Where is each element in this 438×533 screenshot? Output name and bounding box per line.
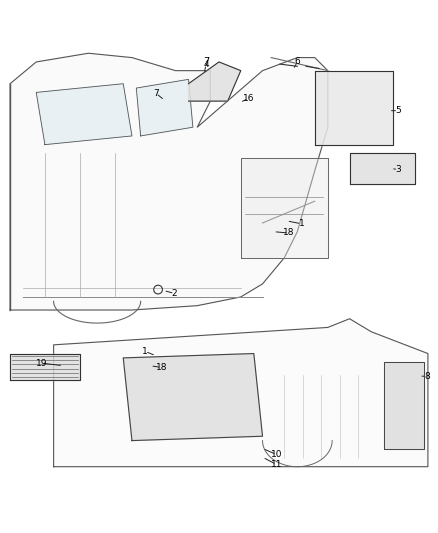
Text: 10: 10 [271, 450, 282, 459]
Polygon shape [385, 362, 424, 449]
Text: 4: 4 [203, 60, 209, 69]
Text: 7: 7 [153, 89, 159, 98]
Text: 3: 3 [396, 165, 401, 174]
Polygon shape [53, 319, 428, 467]
Polygon shape [315, 71, 393, 144]
Polygon shape [136, 79, 193, 136]
Text: 18: 18 [283, 229, 294, 238]
Text: 5: 5 [396, 106, 401, 115]
Polygon shape [350, 154, 415, 184]
Polygon shape [123, 353, 262, 441]
Text: 19: 19 [35, 359, 47, 368]
Polygon shape [188, 62, 241, 101]
Text: 7: 7 [203, 57, 209, 67]
Polygon shape [10, 53, 328, 310]
Text: 6: 6 [294, 58, 300, 67]
Text: 1: 1 [299, 220, 304, 228]
Text: 18: 18 [156, 363, 167, 372]
Polygon shape [36, 84, 132, 144]
Polygon shape [241, 158, 328, 258]
Text: 8: 8 [424, 372, 430, 381]
Text: 11: 11 [271, 460, 282, 469]
Text: 2: 2 [172, 289, 177, 298]
Text: 16: 16 [243, 94, 254, 103]
Text: 1: 1 [142, 347, 148, 356]
Polygon shape [10, 353, 80, 379]
